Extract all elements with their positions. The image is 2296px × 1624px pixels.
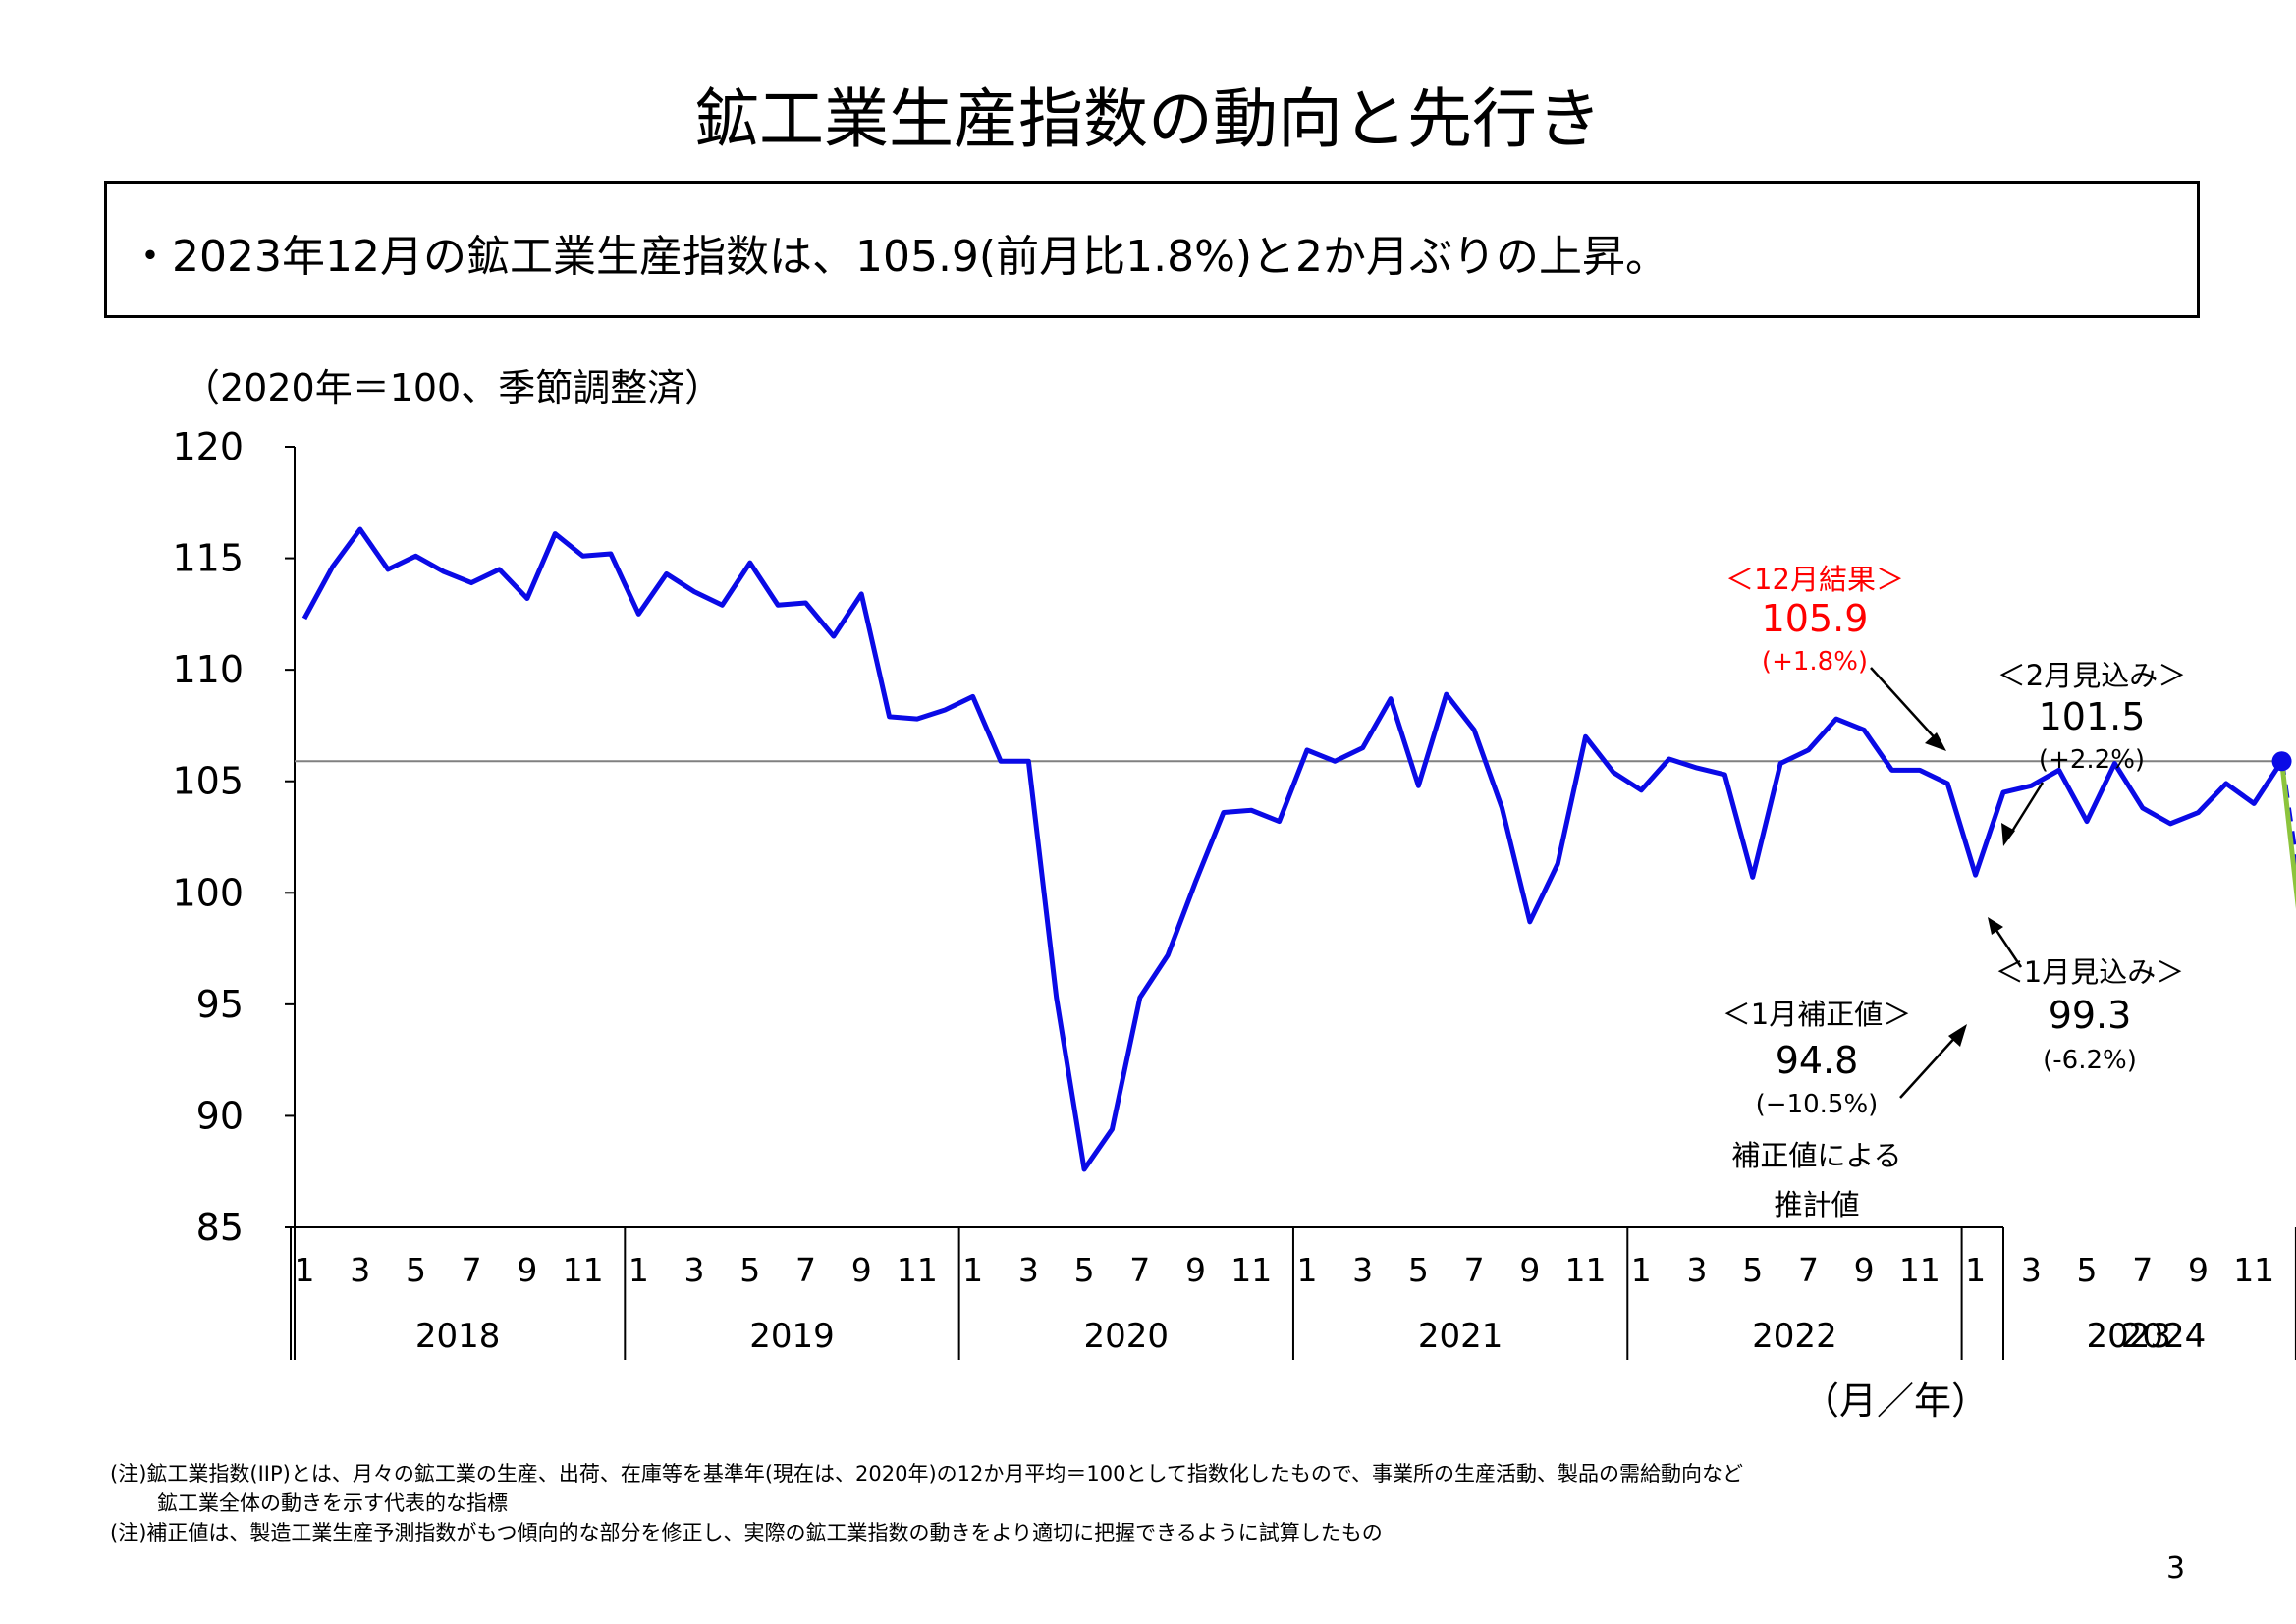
y-tick-label: 110 xyxy=(172,648,244,691)
month-tick-label: 1 xyxy=(1965,1251,1986,1289)
adjusted-annotation-change: (−10.5%) xyxy=(1756,1090,1879,1119)
adjusted-annotation-label: ＜1月補正値＞ xyxy=(1722,998,1911,1031)
chart-unit-note: （2020年＝100、季節調整済） xyxy=(183,366,723,409)
y-tick-label: 115 xyxy=(172,537,244,580)
adjusted-arrow xyxy=(1899,1032,1960,1099)
month-tick-label: 5 xyxy=(739,1251,760,1289)
month-tick-label: 3 xyxy=(350,1251,370,1289)
month-tick-label: 7 xyxy=(1129,1251,1150,1289)
y-tick-label: 95 xyxy=(196,983,244,1026)
month-tick-label: 5 xyxy=(406,1251,426,1289)
chart-annotations: ＜12月結果＞105.9 (+1.8%) ＜2月見込み＞101.5 (+2.2%) ＜1… xyxy=(1722,563,2186,1221)
result-arrowhead xyxy=(1925,732,1946,751)
chart-axes xyxy=(294,447,2003,1360)
result-arrow xyxy=(1870,667,1941,744)
jan-forecast-value: 99.3 xyxy=(2049,994,2132,1037)
y-tick-label: 90 xyxy=(196,1094,244,1137)
chart-points xyxy=(2271,751,2292,772)
summary-text: ・2023年12月の鉱工業生産指数は、105.9(前月比1.8%)と2か月ぶりの… xyxy=(129,232,1669,282)
adjusted-estimate-line xyxy=(2279,760,2296,910)
month-tick-label: 1 xyxy=(1631,1251,1652,1289)
year-tick-label: 2018 xyxy=(415,1317,501,1356)
year-tick-label: 2022 xyxy=(1752,1317,1837,1356)
y-tick-label: 105 xyxy=(172,760,244,803)
footnote-2: (注)補正値は、製造工業生産予測指数がもつ傾向的な部分を修正し、実際の鉱工業指数… xyxy=(110,1521,1383,1544)
month-tick-label: 3 xyxy=(2021,1251,2042,1289)
adjusted-annotation-note-2: 推計値 xyxy=(1774,1188,1859,1221)
y-tick-label: 85 xyxy=(196,1206,244,1249)
jan-arrow xyxy=(1992,925,2023,968)
month-tick-label: 1 xyxy=(295,1251,315,1289)
month-tick-label: 1 xyxy=(962,1251,983,1289)
feb-arrow xyxy=(2006,782,2045,839)
jan-arrowhead xyxy=(1988,917,2003,935)
adjusted-annotation-value: 94.8 xyxy=(1776,1039,1859,1082)
month-tick-label: 3 xyxy=(684,1251,705,1289)
month-tick-label: 11 xyxy=(1230,1251,1272,1289)
month-tick-label: 7 xyxy=(1798,1251,1819,1289)
month-tick-label: 3 xyxy=(1018,1251,1039,1289)
month-tick-label: 11 xyxy=(897,1251,938,1289)
year-tick-label: 2019 xyxy=(749,1317,835,1356)
month-tick-label: 9 xyxy=(1854,1251,1875,1289)
month-tick-label: 5 xyxy=(1074,1251,1095,1289)
month-tick-label: 9 xyxy=(1519,1251,1540,1289)
month-tick-label: 11 xyxy=(1899,1251,1941,1289)
footnote-1: (注)鉱工業指数(IIP)とは、月々の鉱工業の生産、出荷、在庫等を基準年(現在は… xyxy=(110,1462,1743,1486)
year-tick-label: 2020 xyxy=(1084,1317,1170,1356)
jan-forecast-change: (-6.2%) xyxy=(2043,1046,2137,1075)
month-tick-label: 5 xyxy=(1408,1251,1429,1289)
month-tick-label: 1 xyxy=(1296,1251,1317,1289)
month-tick-label: 7 xyxy=(795,1251,816,1289)
month-tick-label: 3 xyxy=(1352,1251,1373,1289)
result-annotation-label: ＜12月結果＞ xyxy=(1725,563,1904,596)
year-tick-label: 2023 xyxy=(2086,1317,2171,1356)
feb-forecast-value: 101.5 xyxy=(2039,695,2146,738)
month-tick-label: 11 xyxy=(563,1251,604,1289)
month-tick-label: 11 xyxy=(2233,1251,2274,1289)
month-tick-label: 9 xyxy=(2188,1251,2209,1289)
footnote-1-continued: 鉱工業全体の動きを示す代表的な指標 xyxy=(157,1491,508,1515)
month-tick-label: 9 xyxy=(851,1251,872,1289)
month-tick-label: 11 xyxy=(1565,1251,1607,1289)
month-tick-label: 5 xyxy=(1742,1251,1763,1289)
feb-forecast-change: (+2.2%) xyxy=(2039,745,2145,775)
year-tick-label: 2021 xyxy=(1418,1317,1503,1356)
y-tick-label: 120 xyxy=(172,425,244,468)
feb-forecast-label: ＜2月見込み＞ xyxy=(1997,659,2186,692)
month-tick-label: 7 xyxy=(2132,1251,2153,1289)
index-series-line xyxy=(301,526,2284,1172)
result-annotation-value: 105.9 xyxy=(1762,597,1869,640)
y-tick-label: 100 xyxy=(172,871,244,914)
month-tick-label: 9 xyxy=(517,1251,537,1289)
feb-arrowhead xyxy=(2001,823,2015,846)
page-number: 3 xyxy=(2166,1551,2186,1586)
footnotes: (注)鉱工業指数(IIP)とは、月々の鉱工業の生産、出荷、在庫等を基準年(現在は… xyxy=(110,1459,1743,1547)
year-tick-label: 2024 xyxy=(2121,1317,2207,1356)
summary-box: ・2023年12月の鉱工業生産指数は、105.9(前月比1.8%)と2か月ぶりの… xyxy=(104,181,2200,318)
y-axis-ticks: 85 90 95 100 105 110 115 120 xyxy=(172,425,295,1249)
month-tick-label: 7 xyxy=(1464,1251,1485,1289)
jan-forecast-label: ＜1月見込み＞ xyxy=(1995,955,2184,989)
x-axis-unit-label: （月／年） xyxy=(1802,1380,1989,1423)
adjusted-arrowhead xyxy=(1948,1024,1967,1047)
month-tick-label: 3 xyxy=(1687,1251,1708,1289)
page-title: 鉱工業生産指数の動向と先行き xyxy=(694,81,1602,157)
result-annotation-change: (+1.8%) xyxy=(1762,647,1868,677)
month-tick-label: 1 xyxy=(629,1251,649,1289)
month-tick-label: 5 xyxy=(2077,1251,2098,1289)
month-tick-label: 7 xyxy=(462,1251,482,1289)
adjusted-annotation-note-1: 補正値による xyxy=(1731,1139,1901,1172)
point-dec-2023-result xyxy=(2271,751,2292,772)
month-tick-label: 9 xyxy=(1185,1251,1206,1289)
